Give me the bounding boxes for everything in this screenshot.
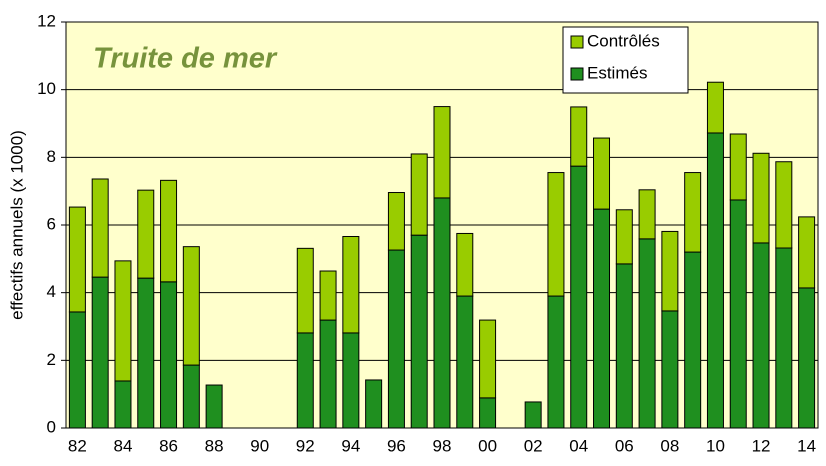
bar-segment [570, 106, 588, 167]
bar-segment [775, 161, 793, 249]
x-tick-label: 96 [387, 436, 406, 455]
legend-label: Estimés [587, 63, 647, 82]
x-tick-label: 82 [68, 436, 87, 455]
x-tick-label: 02 [524, 436, 543, 455]
bar-segment [593, 137, 611, 210]
bar-segment [729, 133, 747, 201]
bar-segment [638, 238, 656, 429]
bar-segment [410, 153, 428, 236]
bar-segment [319, 270, 337, 321]
y-tick-label: 0 [47, 417, 56, 436]
bar-segment [752, 152, 770, 244]
x-tick-label: 06 [615, 436, 634, 455]
legend-swatch [570, 35, 584, 49]
bar-segment [319, 319, 337, 429]
bar-segment [387, 249, 405, 429]
y-axis-label: effectifs annuels (x 1000) [7, 130, 26, 320]
bar-segment [182, 246, 200, 366]
bar-segment [775, 247, 793, 429]
bar-segment [387, 192, 405, 251]
bar-segment [433, 197, 451, 429]
bar-segment [342, 236, 360, 334]
bar-segment [684, 172, 702, 253]
legend-box [562, 26, 689, 94]
x-tick-label: 94 [341, 436, 360, 455]
x-tick-label: 90 [250, 436, 269, 455]
x-tick-label: 86 [159, 436, 178, 455]
bar-segment [798, 287, 816, 429]
y-tick-label: 10 [37, 79, 56, 98]
x-tick-label: 12 [752, 436, 771, 455]
bar-segment [661, 310, 679, 429]
y-tick-label: 6 [47, 214, 56, 233]
bar-segment [296, 247, 314, 334]
bar-segment [433, 106, 451, 199]
bar-segment [365, 379, 383, 429]
bar-segment [547, 295, 565, 429]
y-tick-label: 2 [47, 350, 56, 369]
y-tick-label: 4 [47, 282, 56, 301]
x-tick-label: 88 [205, 436, 224, 455]
bar-segment [91, 276, 109, 429]
bar-segment [706, 81, 724, 134]
bar-segment [752, 242, 770, 429]
bar-segment [205, 384, 223, 429]
x-tick-label: 08 [660, 436, 679, 455]
x-tick-label: 10 [706, 436, 725, 455]
bar-segment [615, 209, 633, 265]
bar-segment [661, 230, 679, 312]
bar-segment [729, 199, 747, 429]
bar-segment [456, 232, 474, 297]
legend-swatch [570, 67, 584, 81]
bar-segment [593, 208, 611, 429]
chart-title: Truite de mer [93, 43, 278, 75]
bar-segment [684, 251, 702, 429]
y-tick-label: 12 [37, 11, 56, 30]
bar-segment [479, 397, 497, 429]
bar-segment [706, 132, 724, 429]
bar-segment [479, 319, 497, 399]
bar-segment [91, 178, 109, 278]
bar-segment [296, 332, 314, 429]
bar-segment [182, 364, 200, 429]
x-tick-label: 84 [114, 436, 133, 455]
x-tick-label: 92 [296, 436, 315, 455]
bar-segment [798, 216, 816, 289]
x-tick-label: 98 [433, 436, 452, 455]
bar-segment [137, 189, 155, 279]
bar-segment [524, 401, 542, 429]
bar-segment [456, 295, 474, 429]
x-tick-label: 04 [569, 436, 588, 455]
bar-segment [160, 281, 178, 429]
bar-segment [342, 332, 360, 429]
x-tick-label: 00 [478, 436, 497, 455]
bar-segment [137, 277, 155, 429]
bar-segment [615, 263, 633, 429]
y-tick-label: 8 [47, 147, 56, 166]
bar-segment [68, 311, 86, 429]
bar-segment [160, 179, 178, 283]
bar-segment [68, 206, 86, 313]
x-tick-label: 14 [797, 436, 816, 455]
bar-segment [114, 380, 132, 429]
bar-segment [638, 189, 656, 240]
bar-segment [570, 165, 588, 429]
legend-label: Contrôlés [587, 31, 660, 50]
bar-segment [410, 234, 428, 429]
bar-segment [114, 260, 132, 382]
bar-segment [547, 172, 565, 297]
